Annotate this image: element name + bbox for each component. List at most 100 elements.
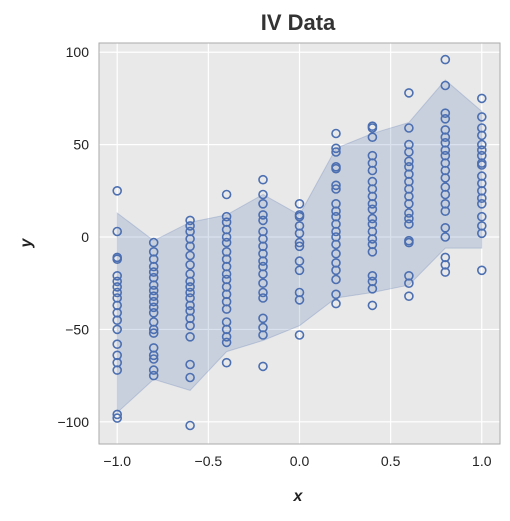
data-point <box>148 302 159 313</box>
data-point <box>331 128 341 139</box>
data-point <box>185 276 195 287</box>
data-point <box>440 173 451 183</box>
data-point <box>112 413 122 423</box>
data-point <box>185 215 195 226</box>
data-point <box>258 256 268 266</box>
data-point <box>367 270 378 281</box>
data-point <box>185 221 195 231</box>
data-point <box>331 265 341 276</box>
data-point <box>476 145 487 155</box>
data-point <box>440 267 451 277</box>
grid-lines <box>99 43 500 444</box>
data-point <box>367 199 378 209</box>
data-point <box>331 184 341 194</box>
data-point <box>258 293 268 303</box>
data-point <box>404 123 414 133</box>
data-point <box>331 163 341 174</box>
data-point <box>476 199 487 209</box>
data-point <box>367 204 378 215</box>
data-point <box>112 365 122 375</box>
data-point <box>221 331 232 342</box>
data-point <box>367 283 378 294</box>
data-point <box>112 270 122 281</box>
data-point <box>148 285 159 296</box>
data-point <box>294 265 305 276</box>
data-point <box>148 365 159 375</box>
data-point <box>148 328 159 338</box>
data-point <box>221 304 232 314</box>
data-point <box>185 420 195 431</box>
data-point <box>404 291 414 302</box>
data-point <box>404 147 414 157</box>
data-point <box>258 174 268 185</box>
data-point <box>476 265 487 276</box>
data-point <box>185 282 195 292</box>
data-point <box>112 282 122 292</box>
data-point <box>185 331 195 342</box>
data-point <box>331 248 341 259</box>
data-point <box>367 132 378 142</box>
x-axis-ticks: −1.0 −0.5 0.0 0.5 1.0 <box>103 453 491 469</box>
data-point <box>367 213 378 224</box>
data-point <box>112 315 122 326</box>
data-point <box>294 330 305 340</box>
data-point <box>112 287 122 298</box>
data-point <box>112 324 122 335</box>
data-point <box>331 239 341 250</box>
y-tick-label: −50 <box>65 321 89 337</box>
y-tick-label: 0 <box>81 229 89 245</box>
data-point <box>148 237 159 248</box>
data-point <box>148 261 159 272</box>
data-point <box>294 237 305 248</box>
data-point <box>112 276 122 287</box>
data-point <box>185 372 195 383</box>
data-point <box>331 147 341 157</box>
data-point <box>404 156 414 167</box>
y-tick-label: 50 <box>73 137 89 153</box>
data-point <box>221 357 232 368</box>
data-point <box>185 287 195 298</box>
data-point <box>476 93 487 104</box>
data-point <box>404 199 414 209</box>
data-point <box>440 223 451 233</box>
data-point <box>112 226 122 237</box>
data-point <box>404 237 414 248</box>
data-point <box>258 215 268 226</box>
data-point <box>367 165 378 176</box>
data-point <box>476 112 487 122</box>
data-point <box>476 130 487 141</box>
data-point <box>476 160 487 170</box>
data-point <box>294 211 305 222</box>
data-point <box>440 132 451 142</box>
data-point <box>367 234 378 244</box>
data-point <box>476 228 487 239</box>
data-point <box>148 324 159 335</box>
x-tick-label: 0.0 <box>290 453 310 469</box>
data-point <box>148 267 159 277</box>
data-point <box>148 354 159 364</box>
data-point <box>185 259 195 270</box>
data-point <box>258 361 268 372</box>
data-point <box>294 295 305 305</box>
data-point <box>258 287 268 298</box>
data-point <box>440 114 451 124</box>
x-tick-label: −1.0 <box>103 453 131 469</box>
data-point <box>185 250 195 261</box>
data-point <box>148 370 159 381</box>
data-points <box>112 54 487 431</box>
data-point <box>331 298 341 309</box>
data-point <box>148 280 159 290</box>
x-tick-label: 0.5 <box>381 453 401 469</box>
data-point <box>258 199 268 209</box>
data-point <box>112 254 122 265</box>
data-point <box>148 350 159 361</box>
data-point <box>294 256 305 266</box>
data-point <box>476 139 487 150</box>
data-point <box>258 313 268 324</box>
data-point <box>185 320 195 331</box>
data-point <box>404 208 414 218</box>
data-point <box>440 232 451 242</box>
data-point <box>331 143 341 154</box>
data-point <box>112 409 122 420</box>
data-point <box>404 213 414 224</box>
